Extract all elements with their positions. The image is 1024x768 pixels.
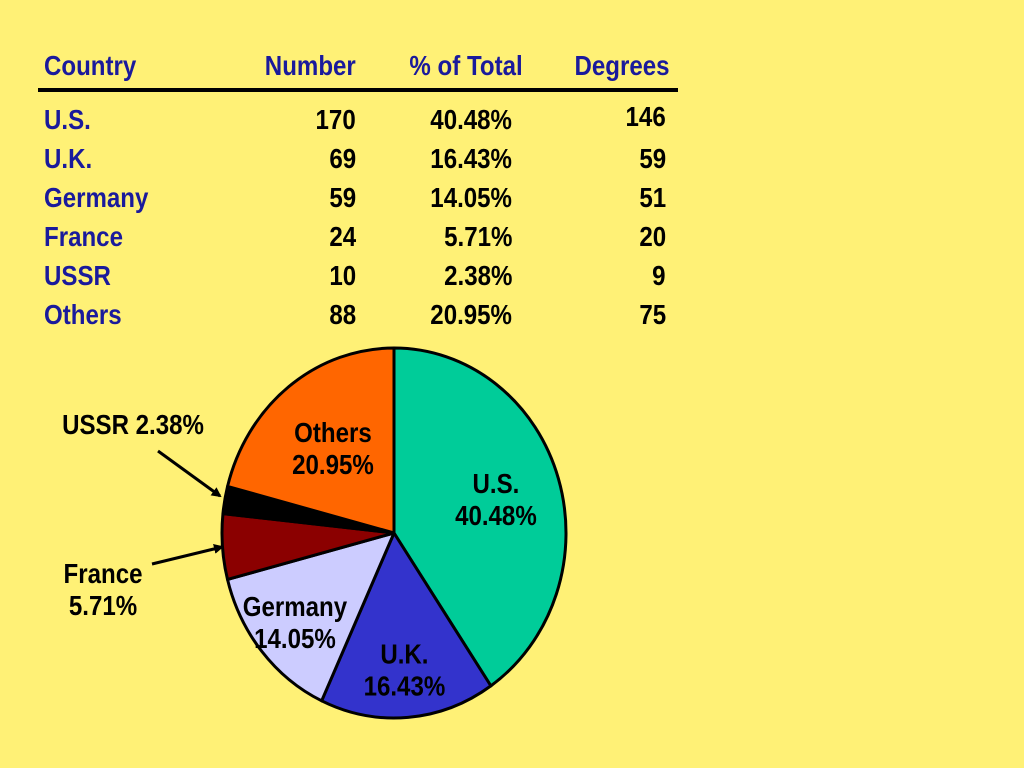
cell-percent: 2.38% [443,260,512,291]
callout-arrow-ussr [157,449,222,498]
cell-number: 88 [329,299,356,330]
cell-country: USSR [44,260,111,291]
cell-country: France [44,221,123,252]
pie-label-ussr: USSR 2.38% [62,408,204,440]
pie-slices [220,346,568,720]
pie-label-others: Others 20.95% [292,416,374,480]
pie-slice-u-s [392,346,568,688]
cell-country: U.S. [44,104,91,135]
cell-degrees: 75 [639,299,666,330]
cell-percent: 16.43% [430,143,512,174]
cell-number: 24 [329,221,356,252]
cell-number: 10 [329,260,356,291]
header-percent: % of Total [409,50,523,81]
pie-slice-germany [226,531,396,703]
cell-degrees: 59 [639,143,666,174]
cell-country: Others [44,299,122,330]
cell-percent: 14.05% [430,182,512,213]
header-country: Country [44,50,137,81]
pie-labels: U.S. 40.48% U.K. 16.43%Germany 14.05% Others 2… [62,408,537,702]
cell-number: 69 [329,143,356,174]
cell-number: 170 [315,104,356,135]
header-number: Number [265,50,356,81]
pie-label-u-s: U.S. 40.48% [455,467,537,531]
pie-label-germany: Germany 14.05% [243,590,348,654]
cell-percent: 20.95% [430,299,512,330]
cell-number: 59 [329,182,356,213]
callout-arrow-france [151,544,224,566]
header-degrees: Degrees [574,50,670,81]
cell-country: Germany [44,182,149,213]
pie-label-france: France 5.71% [64,557,143,621]
cell-degrees: 146 [625,101,666,132]
header-rule [38,88,678,92]
cell-percent: 5.71% [443,221,512,252]
pie-slice-u-k [320,531,493,720]
cell-degrees: 20 [639,221,666,252]
pie-slice-others [226,346,396,535]
pie-label-u-k: U.K. 16.43% [364,638,446,702]
cell-degrees: 9 [652,260,666,291]
cell-degrees: 51 [639,182,666,213]
cell-percent: 40.48% [430,104,512,135]
cell-country: U.K. [44,143,93,174]
pie-callouts [151,449,224,566]
